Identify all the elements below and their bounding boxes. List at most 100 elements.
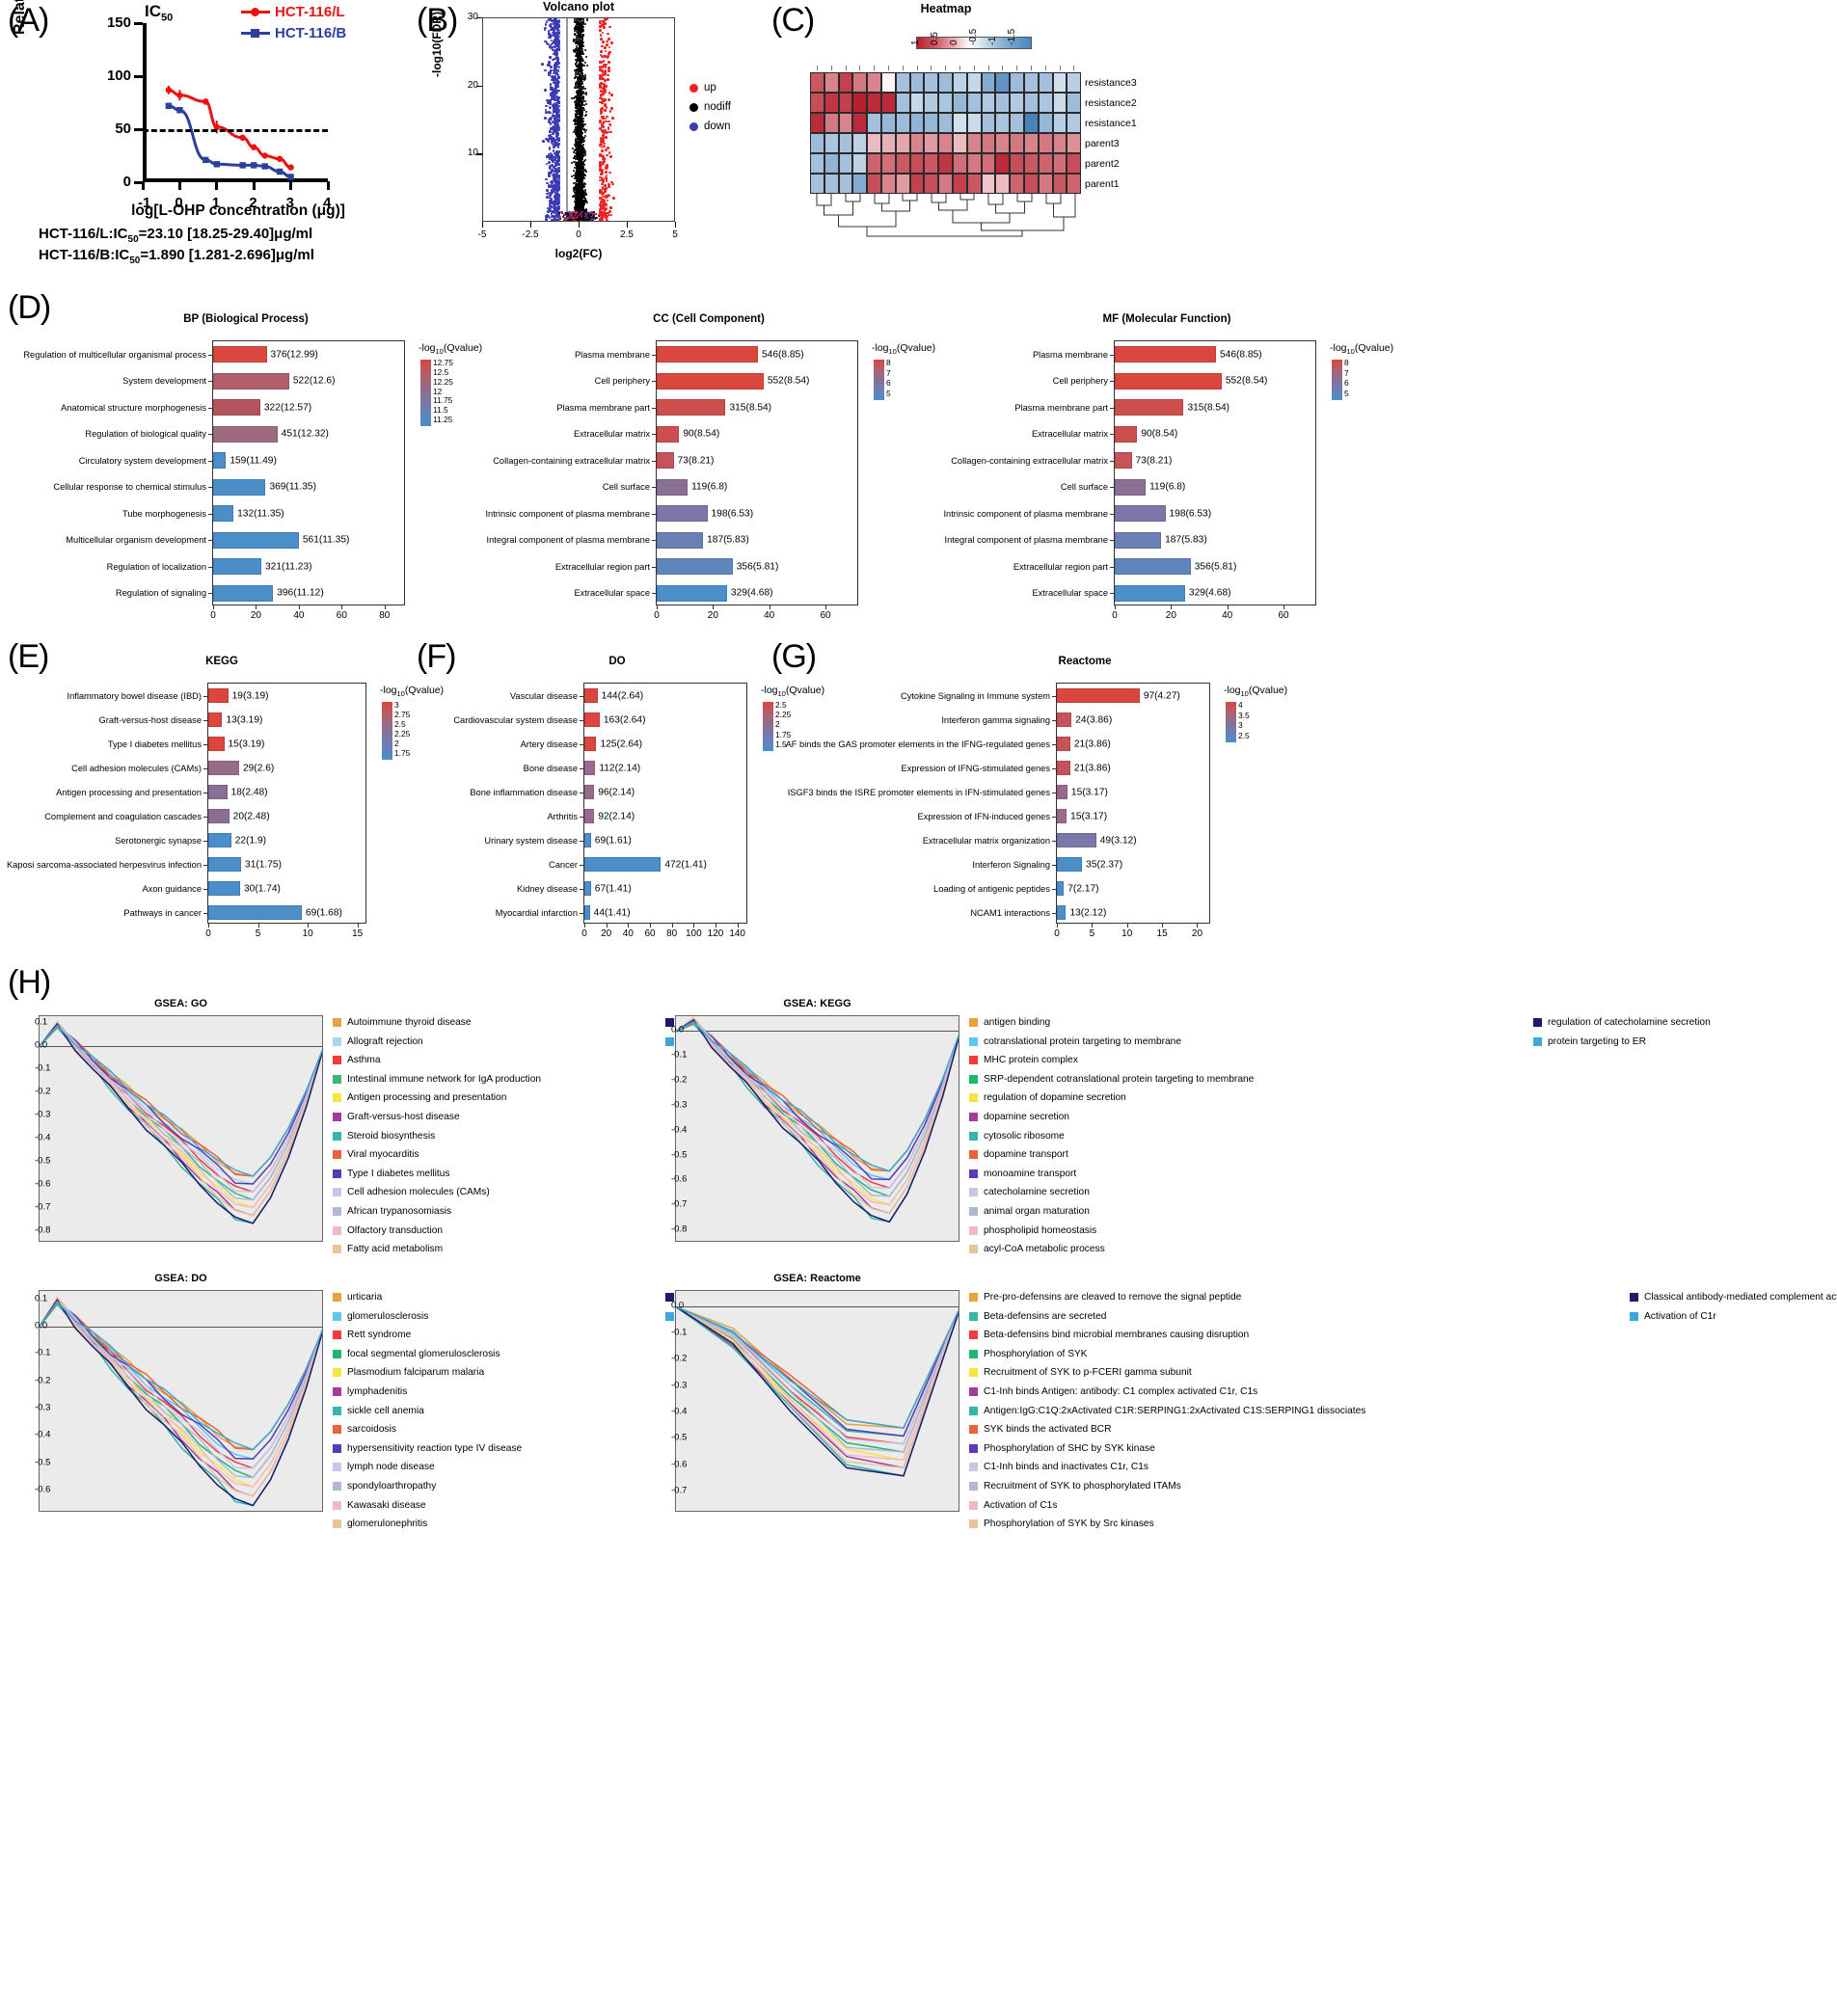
category-tick — [580, 889, 584, 890]
category-label: Multicellular organism development — [66, 535, 206, 545]
category-label: Cell surface — [603, 482, 650, 492]
heatmap-cell — [1010, 113, 1024, 133]
volcano-point — [581, 221, 582, 222]
category-tick — [652, 593, 657, 594]
enrichment-chart-kegg: KEGG 19(3.19) Inflammatory bowel disease (… — [19, 656, 424, 935]
legend-swatch — [969, 1226, 978, 1235]
category-label: Extracellular space — [574, 588, 650, 598]
volcano-point — [599, 144, 602, 147]
volcano-point — [581, 221, 583, 222]
category-label: Inflammatory bowel disease (IBD) — [67, 691, 202, 701]
volcano-point — [600, 108, 603, 111]
heatmap-column-tick — [817, 66, 818, 70]
heatmap-cell — [881, 153, 896, 174]
volcano-point — [571, 97, 573, 99]
heatmap-cell — [896, 72, 910, 93]
legend-swatch — [969, 1113, 978, 1121]
heatmap-cell — [1053, 153, 1067, 174]
volcano-point — [581, 221, 582, 222]
x-tick-label: 140 — [729, 928, 745, 939]
volcano-point — [582, 216, 584, 218]
heatmap-column-tick — [959, 66, 960, 70]
category-tick — [652, 434, 657, 435]
legend-swatch — [333, 1018, 341, 1027]
legend-colorbar — [382, 702, 392, 760]
heatmap-cell — [953, 174, 967, 194]
volcano-point — [608, 26, 611, 29]
legend-tick-label: 1.75 — [775, 730, 791, 739]
x-tick-label: 40 — [623, 928, 634, 939]
bar — [208, 905, 302, 921]
bar — [584, 712, 600, 728]
legend-colorbar — [1226, 702, 1236, 742]
x-tick-label: 0 — [1112, 610, 1118, 621]
bar-value-label: 92(2.14) — [598, 811, 635, 821]
bar — [584, 761, 595, 776]
x-tick-label: 20 — [1166, 610, 1176, 621]
legend-label: regulation of catecholamine secretion — [1548, 1017, 1711, 1028]
bar-value-label: 19(3.19) — [232, 690, 269, 701]
volcano-point — [609, 155, 612, 158]
chart-title: BP (Biological Process) — [19, 313, 473, 325]
x-tick-label: 10 — [303, 928, 313, 939]
legend-item: monoamine transport — [969, 1169, 1509, 1179]
legend-tick-label: 3.5 — [1238, 711, 1250, 720]
bar — [213, 426, 278, 443]
heatmap-cell — [896, 113, 910, 133]
bar — [584, 785, 594, 800]
volcano-point — [607, 57, 609, 60]
legend-label: Graft-versus-host disease — [347, 1112, 460, 1122]
gsea-curve — [40, 1298, 323, 1450]
data-point — [287, 164, 293, 170]
bar-value-label: 112(2.14) — [599, 763, 640, 773]
volcano-point — [582, 221, 584, 222]
volcano-point — [558, 48, 561, 51]
bar — [1115, 426, 1137, 443]
volcano-point — [557, 102, 560, 105]
volcano-point — [576, 221, 578, 222]
bar-value-label: 329(4.68) — [731, 588, 773, 599]
data-point — [262, 152, 268, 158]
legend-colorbar — [874, 360, 884, 400]
bar-value-label: 97(4.27) — [1144, 690, 1180, 701]
x-tick-label: 0 — [581, 928, 587, 939]
heatmap-column-tick — [859, 66, 860, 70]
category-label: Kidney disease — [517, 884, 578, 894]
volcano-point — [584, 154, 586, 156]
x-tick — [358, 923, 359, 927]
volcano-point — [584, 183, 586, 185]
panel-c-title: Heatmap — [810, 2, 1082, 15]
heatmap-cell — [1067, 113, 1081, 133]
volcano-point — [583, 65, 585, 67]
category-label: ISGF3 binds the ISRE promoter elements i… — [788, 788, 1050, 797]
volcano-point — [574, 221, 576, 222]
volcano-point — [604, 46, 607, 49]
volcano-point — [577, 95, 579, 97]
data-point — [166, 87, 172, 93]
legend-label: regulation of dopamine secretion — [984, 1092, 1126, 1103]
heatmap-row-label: parent1 — [1085, 178, 1120, 190]
x-tick — [215, 181, 218, 190]
heatmap-cell — [924, 72, 938, 93]
volcano-point — [555, 35, 558, 38]
volcano-point — [573, 151, 575, 153]
category-tick — [1052, 696, 1057, 697]
legend-label: phospholipid homeostasis — [984, 1225, 1096, 1236]
legend-tick-label: 6 — [1344, 378, 1349, 388]
x-tick-label: 20 — [708, 610, 718, 621]
gsea-title: GSEA: KEGG — [675, 998, 959, 1009]
volcano-point — [557, 221, 560, 222]
heatmap-cell — [910, 72, 925, 93]
volcano-point — [581, 221, 583, 222]
heatmap-cell — [967, 93, 982, 113]
volcano-point — [581, 221, 582, 222]
x-tick — [627, 222, 628, 228]
plot-area: 376(12.99) Regulation of multicellular or… — [212, 340, 405, 605]
volcano-point — [557, 57, 560, 60]
x-tick — [825, 605, 826, 609]
volcano-point — [550, 86, 553, 89]
heatmap-column-tick — [1073, 66, 1074, 70]
volcano-point — [575, 206, 577, 208]
data-point — [203, 98, 208, 104]
heatmap-cell — [953, 113, 967, 133]
